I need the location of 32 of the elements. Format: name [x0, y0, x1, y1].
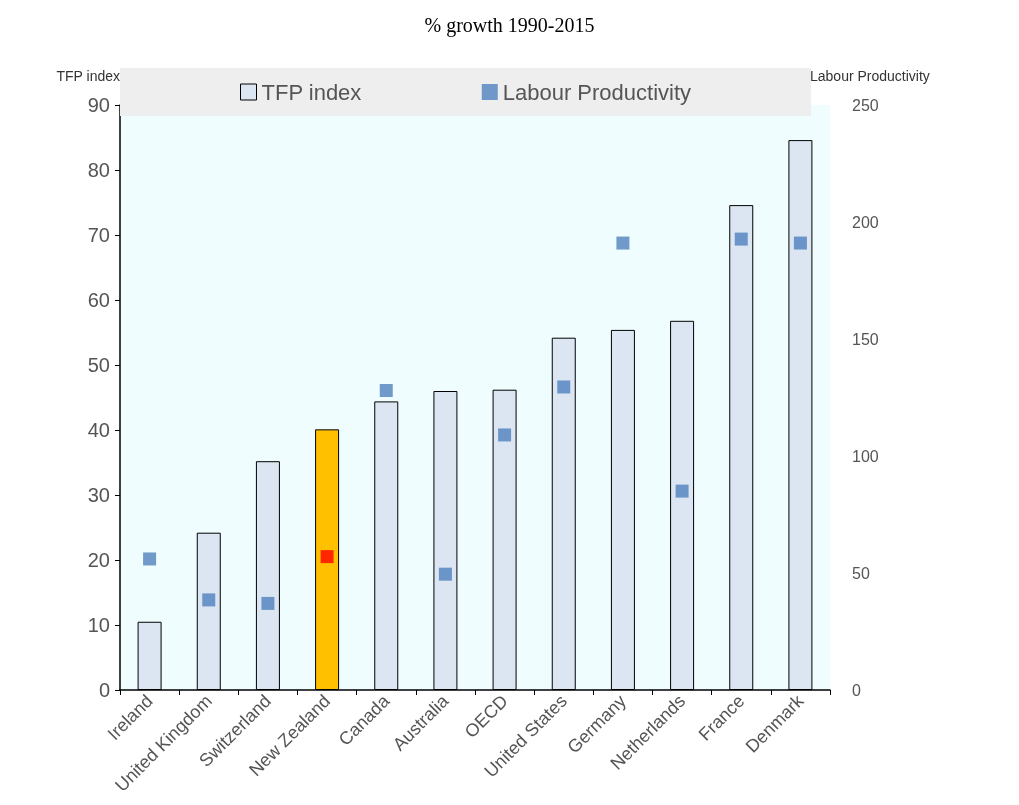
y2-axis-title: Labour Productivity: [810, 68, 930, 84]
y-tick-label: 40: [87, 419, 110, 441]
point: [675, 484, 689, 498]
legend-label: Labour Productivity: [502, 79, 692, 105]
y-tick-label: 70: [87, 224, 110, 246]
point: [734, 232, 748, 246]
point: [202, 593, 216, 607]
y2-tick-label: 0: [852, 681, 861, 699]
y2-tick-label: 100: [852, 447, 879, 465]
y-tick-label: 30: [87, 484, 110, 506]
point: [557, 380, 571, 394]
y-tick-label: 10: [87, 614, 110, 636]
y-tick-label: 50: [87, 354, 110, 376]
y2-tick-label: 50: [852, 564, 870, 582]
point: [793, 236, 807, 250]
point: [379, 383, 393, 397]
point: [498, 428, 512, 442]
y2-tick-label: 200: [852, 213, 879, 231]
point: [320, 550, 334, 564]
point: [261, 596, 275, 610]
point: [616, 236, 630, 250]
point: [438, 567, 452, 581]
chart-title: % growth 1990-2015: [424, 14, 595, 37]
legend-label: TFP index: [261, 79, 362, 105]
y2-tick-label: 250: [852, 96, 879, 114]
y-tick-label: 90: [87, 94, 110, 116]
y-axis-title: TFP index: [56, 68, 120, 84]
y-tick-label: 60: [87, 289, 110, 311]
y-tick-label: 20: [87, 549, 110, 571]
y-tick-label: 80: [87, 159, 110, 181]
y2-tick-label: 150: [852, 330, 879, 348]
point: [143, 552, 157, 566]
